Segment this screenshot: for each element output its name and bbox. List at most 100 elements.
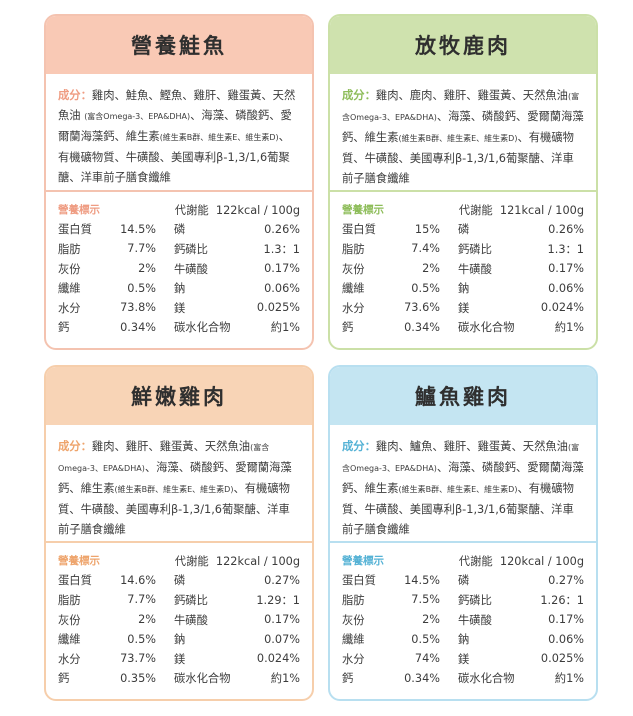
nutrient-name: 碳水化合物	[458, 321, 515, 335]
metabolic-label: 代謝能	[458, 203, 493, 217]
nutrient-name: 鎂	[174, 301, 186, 315]
nutrient-value: 7.7%	[127, 593, 156, 607]
nutrition-row: 灰份 2% 牛磺酸 0.17%	[58, 259, 300, 279]
card-title: 鱸魚雞肉	[330, 367, 596, 425]
nutrient-name: 鈣	[342, 672, 354, 686]
ingredients-text: 、海藻、磷酸鈣、愛爾蘭海藻鈣、維生素	[58, 461, 292, 495]
nutrition-row: 鈣 0.34% 碳水化合物 約1%	[342, 318, 584, 338]
nutrient-value: 2%	[138, 613, 156, 627]
nutrient-value: 1.3：1	[547, 242, 584, 256]
ingredients-note: (富含Omega-3、EPA&DHA)	[84, 112, 191, 121]
nutrient-name: 牛磺酸	[458, 613, 492, 627]
ingredients: 成分：雞肉、鱸魚、雞肝、雞蛋黃、天然魚油(富含Omega-3、EPA&DHA)、…	[342, 437, 584, 537]
nutrition-table: 營養標示 代謝能 122kcal / 100g 蛋白質 14.5% 磷 0.26% 脂肪 7.…	[58, 200, 300, 337]
nutrient-value: 約1%	[270, 672, 300, 686]
ingredients-text: 雞肉、鹿肉、雞肝、雞蛋黃、天然魚油	[375, 89, 568, 102]
nutrient-name: 灰份	[342, 262, 365, 276]
ingredients-note: (富含Omega-3、EPA&DHA)	[58, 443, 270, 473]
nutrition-label: 營養標示	[58, 204, 100, 217]
nutrient-name: 鈣	[58, 321, 70, 335]
nutrient-value: 0.5%	[127, 281, 156, 295]
nutrient-name: 鈉	[458, 633, 470, 647]
nutrient-value: 7.4%	[411, 242, 440, 256]
nutrition-header: 營養標示 代謝能 122kcal / 100g	[58, 200, 300, 220]
nutrient-name: 碳水化合物	[174, 672, 231, 686]
nutrition-row: 水分 73.6% 鎂 0.024%	[342, 298, 584, 318]
nutrient-value: 73.7%	[120, 652, 156, 666]
nutrient-name: 碳水化合物	[458, 672, 515, 686]
divider	[46, 541, 312, 543]
nutrition-row: 脂肪 7.5% 鈣磷比 1.26：1	[342, 590, 584, 610]
nutrition-row: 纖維 0.5% 鈉 0.06%	[342, 278, 584, 298]
nutrient-value: 7.7%	[127, 242, 156, 256]
nutrition-row: 灰份 2% 牛磺酸 0.17%	[342, 259, 584, 279]
nutrient-name: 脂肪	[58, 593, 81, 607]
nutrient-name: 磷	[174, 574, 186, 588]
nutrient-value: 約1%	[554, 321, 584, 335]
nutrient-name: 脂肪	[342, 242, 365, 256]
ingredients-label: 成分：	[58, 440, 92, 453]
nutrient-name: 纖維	[58, 633, 81, 647]
nutrient-name: 磷	[458, 223, 470, 237]
nutrition-label: 營養標示	[342, 204, 384, 217]
nutrition-row: 蛋白質 14.5% 磷 0.27%	[342, 571, 584, 591]
ingredients-text: 、海藻、磷酸鈣、愛爾蘭海藻鈣、維生素	[342, 461, 584, 495]
nutrient-name: 水分	[58, 301, 81, 315]
nutrient-value: 0.17%	[264, 262, 300, 276]
ingredients-note: (維生素B群、維生素E、維生素D)	[398, 134, 518, 143]
nutrition-row: 脂肪 7.7% 鈣磷比 1.29：1	[58, 590, 300, 610]
ingredients-text: 、有機礦物質、牛磺酸、美國專利β-1,3/1,6葡聚醣、洋車前子膳食纖維	[342, 482, 574, 536]
nutrient-name: 灰份	[58, 262, 81, 276]
ingredients-label: 成分：	[58, 89, 92, 102]
nutrient-value: 14.5%	[120, 222, 156, 236]
nutrition-row: 蛋白質 14.5% 磷 0.26%	[58, 220, 300, 240]
nutrient-name: 蛋白質	[342, 223, 376, 237]
nutrient-name: 鈣	[58, 672, 70, 686]
nutrition-row: 鈣 0.35% 碳水化合物 約1%	[58, 669, 300, 689]
ingredients-label: 成分：	[342, 440, 376, 453]
nutrient-name: 牛磺酸	[458, 262, 492, 276]
nutrient-value: 0.5%	[411, 281, 440, 295]
nutrient-value: 1.29：1	[256, 593, 300, 607]
nutrient-value: 0.024%	[256, 652, 300, 666]
nutrient-value: 0.17%	[548, 262, 584, 276]
metabolic-label: 代謝能	[174, 554, 209, 568]
nutrient-value: 約1%	[554, 672, 584, 686]
metabolic-value: 121kcal / 100g	[499, 203, 584, 217]
ingredients-note: (維生素B群、維生素E、維生素D)	[159, 133, 279, 142]
nutrient-value: 14.6%	[120, 573, 156, 587]
nutrient-value: 2%	[422, 613, 440, 627]
nutrient-value: 1.3：1	[263, 242, 300, 256]
card-title: 放牧鹿肉	[330, 16, 596, 74]
card-title: 鮮嫩雞肉	[46, 367, 312, 425]
ingredients-text: 、有機礦物質、牛磺酸、美國專利β-1,3/1,6葡聚醣、洋車前子膳食纖維	[342, 131, 574, 185]
nutrition-label: 營養標示	[58, 555, 100, 568]
nutrient-name: 鎂	[458, 652, 470, 666]
ingredients-text: 雞肉、鮭魚、鰹魚、雞肝、雞蛋黃、天然魚油	[58, 89, 296, 122]
nutrient-value: 0.27%	[548, 573, 584, 587]
ingredients-note: (維生素B群、維生素E、維生素D)	[398, 485, 518, 494]
nutrient-name: 碳水化合物	[174, 321, 231, 335]
product-card-chicken: 鮮嫩雞肉 成分：雞肉、雞肝、雞蛋黃、天然魚油(富含Omega-3、EPA&DHA…	[44, 365, 314, 701]
nutrition-label: 營養標示	[342, 555, 384, 568]
nutrient-value: 0.34%	[404, 671, 440, 685]
nutrient-name: 脂肪	[342, 593, 365, 607]
nutrient-value: 0.17%	[264, 613, 300, 627]
nutrient-value: 0.06%	[264, 281, 300, 295]
nutrient-value: 15%	[414, 222, 440, 236]
nutrient-name: 鈉	[174, 633, 186, 647]
product-card-perch-chicken: 鱸魚雞肉 成分：雞肉、鱸魚、雞肝、雞蛋黃、天然魚油(富含Omega-3、EPA&…	[328, 365, 598, 701]
nutrient-value: 2%	[138, 262, 156, 276]
ingredients: 成分：雞肉、雞肝、雞蛋黃、天然魚油(富含Omega-3、EPA&DHA)、海藻、…	[58, 437, 300, 537]
ingredients-note: (維生素B群、維生素E、維生素D)	[114, 485, 234, 494]
nutrient-name: 鈣磷比	[458, 242, 492, 256]
nutrient-value: 0.26%	[264, 222, 300, 236]
nutrient-name: 鈣磷比	[174, 593, 208, 607]
nutrient-value: 約1%	[270, 321, 300, 335]
nutrient-name: 纖維	[342, 633, 365, 647]
card-title: 營養鮭魚	[46, 16, 312, 74]
metabolic-energy: 代謝能 122kcal / 100g	[100, 202, 300, 218]
ingredients-note: (富含Omega-3、EPA&DHA)	[342, 443, 580, 473]
nutrient-value: 0.025%	[540, 652, 584, 666]
nutrient-name: 牛磺酸	[174, 262, 208, 276]
